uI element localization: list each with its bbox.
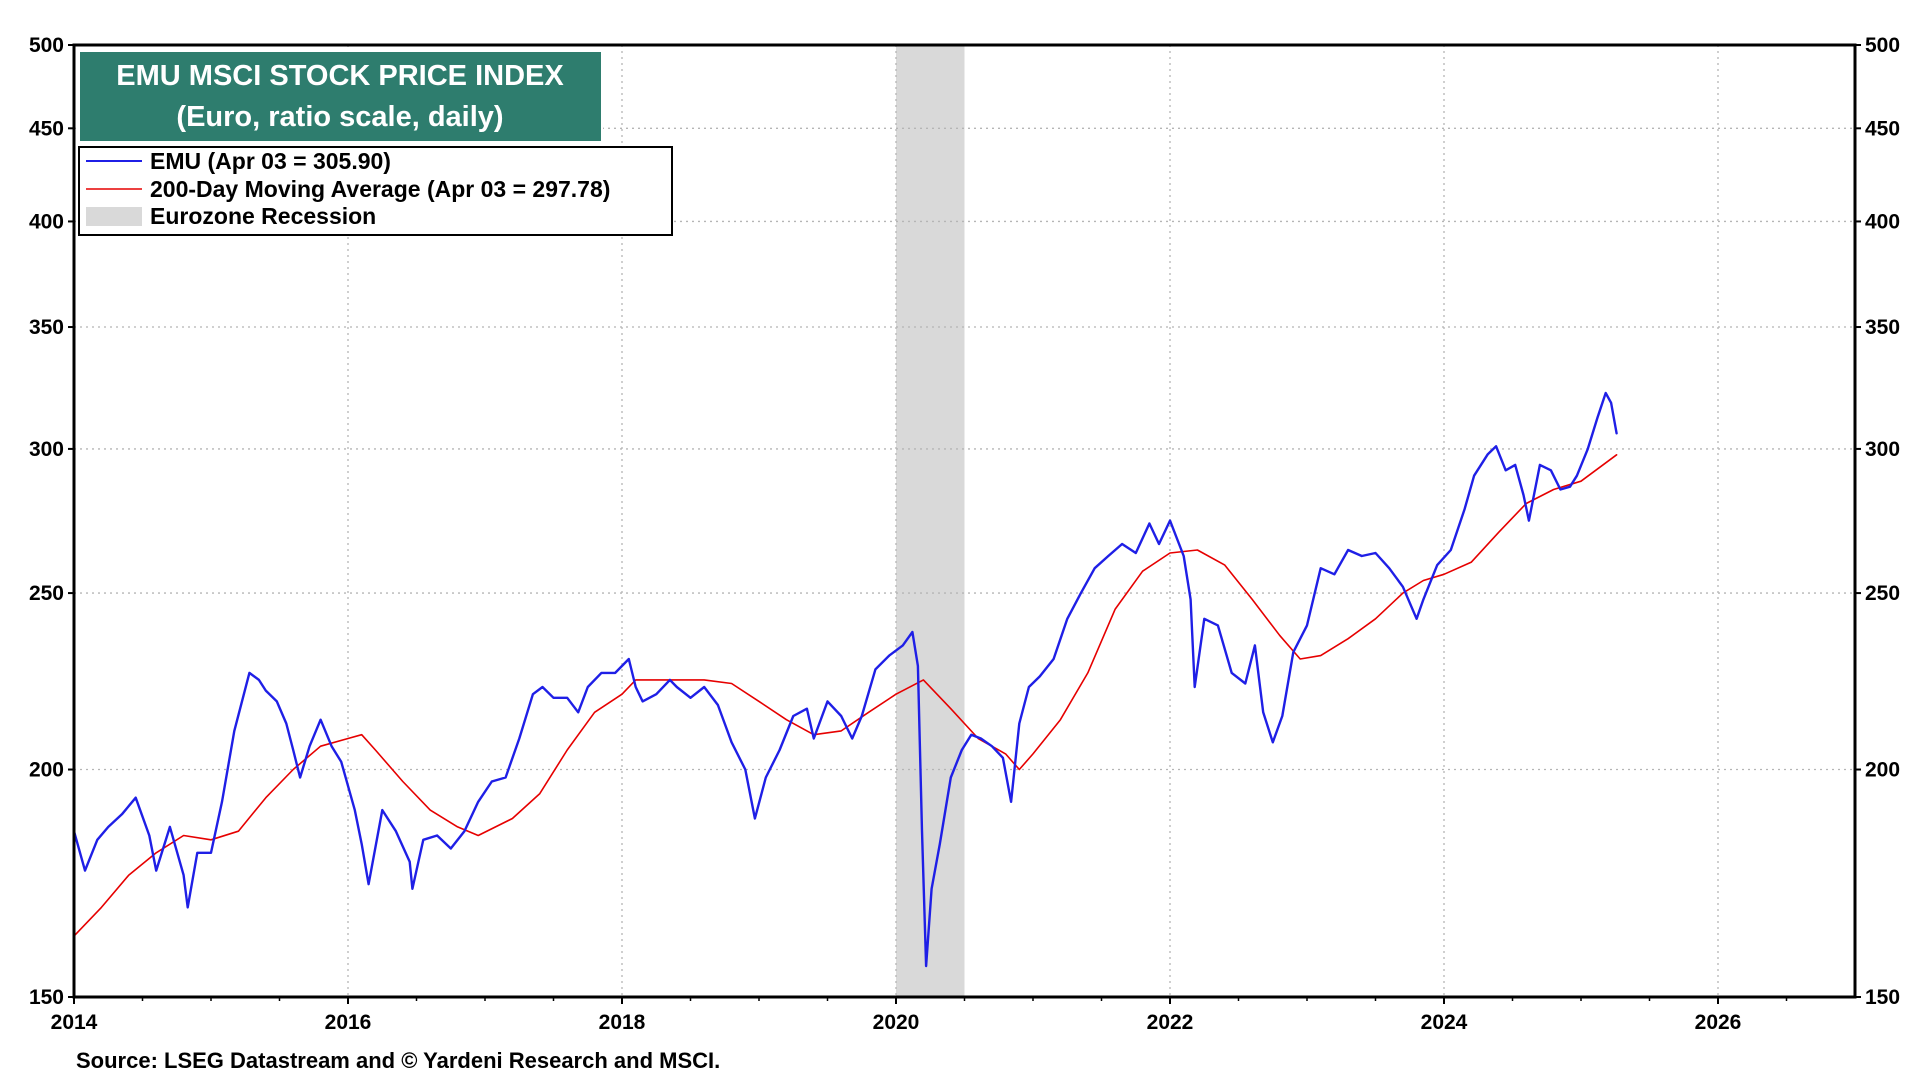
y-tick-label-left-400: 400 — [29, 210, 64, 233]
y-tick-label-left-250: 250 — [29, 582, 64, 605]
y-tick-label-right-300: 300 — [1865, 438, 1900, 461]
recession-band-0 — [896, 45, 965, 997]
legend-recession-label: Eurozone Recession — [150, 203, 376, 229]
x-tick-label-2026: 2026 — [1695, 1011, 1742, 1034]
x-tick-label-2016: 2016 — [325, 1011, 372, 1034]
y-tick-label-right-150: 150 — [1865, 986, 1900, 1009]
legend-recession-swatch — [86, 207, 142, 226]
title-box: EMU MSCI STOCK PRICE INDEX (Euro, ratio … — [78, 50, 603, 143]
y-tick-label-right-200: 200 — [1865, 759, 1900, 782]
y-tick-label-left-450: 450 — [29, 117, 64, 140]
title-box-background — [78, 50, 603, 143]
x-tick-label-2024: 2024 — [1421, 1011, 1468, 1034]
recession-layer — [896, 45, 965, 997]
y-tick-label-left-200: 200 — [29, 759, 64, 782]
series-layer — [72, 391, 1618, 968]
legend: EMU (Apr 03 = 305.90) 200-Day Moving Ave… — [78, 146, 673, 236]
chart-subtitle: (Euro, ratio scale, daily) — [176, 101, 503, 133]
source-note: Source: LSEG Datastream and © Yardeni Re… — [76, 1048, 720, 1073]
y-tick-label-right-400: 400 — [1865, 210, 1900, 233]
x-tick-label-2014: 2014 — [51, 1011, 98, 1034]
y-tick-label-right-500: 500 — [1865, 34, 1900, 57]
y-tick-label-right-350: 350 — [1865, 316, 1900, 339]
y-tick-label-left-350: 350 — [29, 316, 64, 339]
y-tick-label-left-150: 150 — [29, 986, 64, 1009]
chart-title: EMU MSCI STOCK PRICE INDEX — [116, 60, 564, 92]
axis-layer: 150 150 200 200 250 250 300 300 350 350 400 400 450 4… — [29, 34, 1900, 1034]
x-tick-label-2018: 2018 — [599, 1011, 646, 1034]
y-tick-label-right-450: 450 — [1865, 117, 1900, 140]
legend-ma-label: 200-Day Moving Average (Apr 03 = 297.78) — [150, 176, 610, 202]
series-line-200-day-moving-average — [73, 454, 1618, 937]
series-line-emu — [72, 391, 1618, 968]
legend-emu-label: EMU (Apr 03 = 305.90) — [150, 148, 391, 174]
x-tick-label-2020: 2020 — [873, 1011, 920, 1034]
legend-box — [78, 146, 673, 236]
y-tick-label-right-250: 250 — [1865, 582, 1900, 605]
y-tick-label-left-500: 500 — [29, 34, 64, 57]
y-tick-label-left-300: 300 — [29, 438, 64, 461]
x-tick-label-2022: 2022 — [1147, 1011, 1194, 1034]
